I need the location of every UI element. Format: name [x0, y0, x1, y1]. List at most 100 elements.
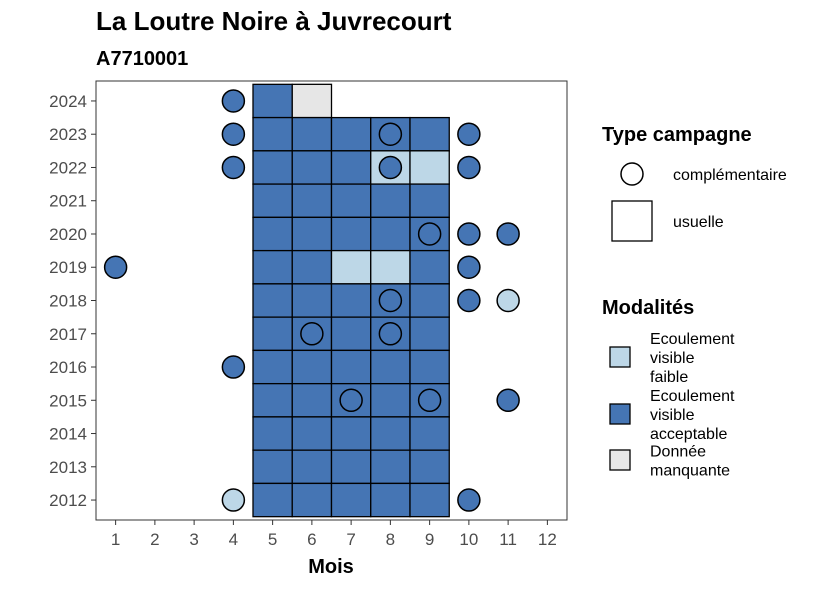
x-tick-label: 3 — [189, 530, 198, 549]
complementaire-point — [457, 288, 481, 313]
usuelle-tile — [252, 283, 293, 318]
usuelle-tile — [252, 249, 293, 285]
x-tick-label: 7 — [346, 530, 355, 549]
y-tick-label: 2018 — [49, 292, 87, 311]
usuelle-tile — [252, 216, 293, 252]
usuelle-tile — [330, 283, 372, 318]
usuelle-tile — [409, 316, 450, 352]
complementaire-point — [457, 222, 481, 246]
x-tick-label: 8 — [386, 530, 395, 549]
y-axis: 2012 2013 2014 2015 2016 2017 2018 2019 2020 2021… — [49, 92, 96, 510]
x-tick-label: 10 — [459, 530, 478, 549]
usuelle-tile — [291, 249, 333, 285]
y-tick-label: 2023 — [49, 125, 87, 144]
x-tick-label: 12 — [538, 530, 557, 549]
usuelle-tile — [252, 183, 293, 219]
usuelle-tile — [252, 382, 293, 418]
complementaire-point — [378, 155, 403, 180]
complementaire-point — [221, 89, 246, 113]
legend-type-label: complémentaire — [673, 167, 787, 184]
legend-square-key — [611, 200, 653, 242]
usuelle-tile — [291, 150, 333, 185]
complementaire-point — [221, 355, 246, 379]
usuelle-tile — [409, 283, 450, 318]
x-tick-label: 9 — [425, 530, 434, 549]
usuelle-tile — [409, 349, 450, 385]
usuelle-tile — [252, 416, 293, 451]
usuelle-tile — [370, 349, 411, 385]
y-tick-label: 2016 — [49, 358, 87, 377]
y-tick-label: 2017 — [49, 325, 87, 344]
y-tick-label: 2020 — [49, 225, 87, 244]
complementaire-point — [103, 255, 128, 279]
usuelle-tile — [330, 449, 372, 485]
usuelle-tile — [409, 249, 450, 285]
x-tick-label: 11 — [499, 530, 517, 549]
usuelle-tile — [370, 449, 411, 485]
legend-mod-title: Modalités — [602, 297, 694, 319]
complementaire-point — [457, 155, 481, 180]
y-tick-label: 2015 — [49, 391, 87, 410]
complementaire-point — [417, 222, 442, 246]
y-tick-label: 2019 — [49, 258, 87, 277]
complementaire-points — [103, 89, 520, 512]
x-tick-label: 2 — [150, 530, 159, 549]
complementaire-point — [378, 288, 403, 313]
usuelle-tile — [291, 83, 333, 119]
legend-type-label: usuelle — [673, 214, 724, 231]
complementaire-point — [339, 388, 363, 413]
y-tick-label: 2024 — [49, 92, 87, 111]
complementaire-point — [496, 388, 520, 413]
complementaire-point — [457, 488, 481, 512]
usuelle-tile — [291, 349, 333, 385]
usuelle-tile — [252, 83, 293, 119]
y-tick-label: 2013 — [49, 458, 87, 477]
legend-mod-label: Ecoulement visible acceptable — [650, 388, 735, 443]
complementaire-point — [496, 222, 520, 246]
usuelle-tile — [252, 316, 293, 352]
usuelle-tiles — [252, 83, 450, 518]
complementaire-point — [221, 488, 246, 512]
usuelle-tile — [409, 183, 450, 219]
usuelle-tile — [291, 283, 333, 318]
y-tick-label: 2022 — [49, 158, 87, 177]
usuelle-tile — [330, 249, 372, 285]
chart-title: La Loutre Noire à Juvrecourt — [96, 6, 452, 36]
complementaire-point — [221, 122, 246, 146]
x-tick-label: 6 — [307, 530, 316, 549]
usuelle-tile — [409, 482, 450, 518]
y-tick-label: 2021 — [49, 192, 87, 211]
usuelle-tile — [370, 482, 411, 518]
usuelle-tile — [291, 382, 333, 418]
legend-modalites: Modalités Ecoulement visible faibleEcoulem… — [602, 297, 735, 480]
usuelle-tile — [330, 482, 372, 518]
y-tick-label: 2012 — [49, 491, 87, 510]
legend-type-title: Type campagne — [602, 124, 752, 146]
complementaire-point — [221, 155, 246, 180]
usuelle-tile — [330, 349, 372, 385]
usuelle-tile — [291, 482, 333, 518]
usuelle-tile — [252, 150, 293, 185]
x-axis: 1 2 3 4 5 6 7 8 9 10 11 12 — [111, 520, 557, 549]
legend-swatch — [609, 449, 631, 471]
complementaire-point — [457, 255, 481, 279]
usuelle-tile — [252, 449, 293, 485]
x-tick-label: 5 — [268, 530, 277, 549]
legend-mod-label: Ecoulement visible faible — [650, 331, 735, 386]
legend-mod-label: Donnée manquante — [650, 444, 730, 480]
usuelle-tile — [370, 416, 411, 451]
usuelle-tile — [252, 482, 293, 518]
usuelle-tile — [330, 183, 372, 219]
usuelle-tile — [370, 382, 411, 418]
usuelle-tile — [291, 216, 333, 252]
usuelle-tile — [370, 249, 411, 285]
usuelle-tile — [291, 183, 333, 219]
usuelle-tile — [330, 116, 372, 152]
usuelle-tile — [330, 150, 372, 185]
usuelle-tile — [291, 116, 333, 152]
legend-circle-key — [620, 162, 644, 186]
usuelle-tile — [370, 216, 411, 252]
usuelle-tile — [252, 349, 293, 385]
complementaire-point — [378, 322, 403, 346]
